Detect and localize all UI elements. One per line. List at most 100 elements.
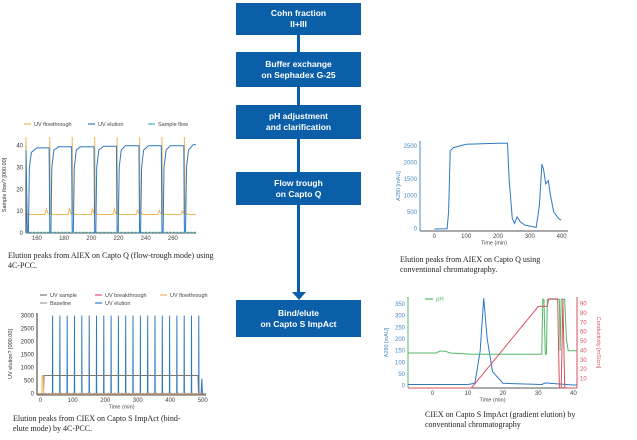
y-tick-label: 2000 [404,160,418,166]
legend-label: UV sample [50,293,77,299]
elution-peak [132,315,134,394]
x-tick-label: 500 [198,398,209,404]
y-tick-label: 0 [414,226,418,232]
legend-label: UV elution [98,122,123,128]
y-right-tick-label: 60 [580,330,587,336]
elution-peak [59,315,61,394]
y-tick-label: 1000 [21,366,35,372]
caption-conv-ciex: CIEX on Capto S ImpAct (gradient elution… [425,410,576,429]
elution-peak [183,315,186,394]
x-tick-label: 200 [100,398,111,404]
y-tick-label: 150 [395,349,406,355]
elution-peak [73,315,76,394]
flow-step-ph-adjustment: pH adjustment and clarification [236,105,361,139]
x-axis-label: Time (min) [108,405,134,411]
legend-label: UV flowthrough [170,293,208,299]
x-tick-label: 0 [433,234,437,240]
y-right-tick-label: 10 [580,377,587,383]
step-line1: Cohn fraction [270,8,327,18]
y-tick-label: 0 [31,392,35,398]
y-right-tick-label: 30 [580,358,587,364]
y-tick-label: 50 [398,372,405,378]
legend-label: Baseline [50,301,71,307]
step-line1: Flow trough [274,177,323,188]
x-axis-label: Time (min) [481,241,507,247]
y-right-tick-label: 20 [580,367,587,373]
x-axis-label: Time (min) [479,398,505,404]
elution-peak [190,315,193,394]
x-tick-label: 10 [465,391,472,397]
connector [297,205,300,293]
series-uv-flowthrough [37,375,206,395]
series-uv-sample [37,375,206,395]
series-uv-elution [200,378,203,394]
flow-step-flow-through: Flow trough on Capto Q [236,172,361,205]
series-uv-elution [25,144,196,234]
step-line2: on Sephadex G-25 [261,69,336,80]
elution-peak [95,315,98,394]
step-line1: Buffer exchange [265,58,332,69]
y-right-tick-label: 70 [580,320,587,326]
legend-label: pH [436,297,444,303]
elution-peak [124,315,127,394]
x-tick-label: 40 [570,391,577,397]
y-tick-label: 1000 [404,193,418,199]
y-tick-label: 350 [395,302,406,308]
x-tick-label: 0 [431,391,435,397]
x-tick-label: 100 [461,234,472,240]
y-right-tick-label: 90 [580,302,587,308]
x-tick-label: 100 [68,398,79,404]
caption-pcc-ciex: Elution peaks from CIEX on Capto S ImpAc… [13,414,181,433]
arrow-down-icon [292,292,306,300]
y-right-tick-label: 40 [580,348,587,354]
legend-label: UV breakthrough [105,293,147,299]
y-tick-label: 2000 [21,340,35,346]
connector [297,87,300,105]
elution-peak [146,315,149,394]
caption-pcc-aiex: Elution peaks from AIEX on Capto Q (flow… [8,251,214,270]
y-tick-label: 0 [20,231,24,237]
y-axis-label: A280 [mAU] [396,171,402,201]
elution-peak [154,315,156,394]
flow-step-bind-elute: Bind/elute on Capto S ImpAct [236,300,361,337]
x-tick-label: 220 [113,236,124,242]
x-tick-label: 300 [525,234,536,240]
y-tick-label: 2500 [404,144,418,150]
y-tick-label: 3000 [21,314,35,320]
step-line2: II+III [290,19,307,29]
x-tick-label: 160 [32,236,43,242]
x-tick-label: 0 [39,398,43,404]
elution-peak [102,315,105,394]
y-tick-label: 200 [395,337,406,343]
elution-peak [66,315,69,394]
y-tick-label: 20 [16,187,23,193]
y-axis-label: Sample flow? [000.00] [2,157,8,212]
y-right-axis-label: Conductivity [mS/cm] [595,317,601,369]
step-line2: on Capto S ImpAct [260,318,337,329]
elution-peak [117,315,120,394]
x-tick-label: 180 [59,236,70,242]
x-tick-label: 300 [133,398,144,404]
elution-peak [168,315,171,394]
connector [297,139,300,172]
series-a280 [434,142,562,230]
step-line1: pH adjustment [268,111,329,121]
x-tick-label: 30 [535,391,542,397]
y-tick-label: 500 [24,379,35,385]
elution-peak [161,315,164,394]
x-tick-label: 260 [168,236,179,242]
y-tick-label: 250 [395,325,406,331]
step-line2: on Capto Q [275,188,322,199]
y-tick-label: 0 [402,384,406,390]
flow-step-buffer-exchange: Buffer exchange on Sephadex G-25 [236,52,361,87]
flow-step-cohn-fraction: Cohn fraction II+III [236,3,361,35]
legend-label: Sample flow [158,122,188,128]
series-conductivity [408,298,577,389]
x-tick-label: 400 [557,234,568,240]
elution-peak [110,315,112,394]
elution-peak [81,315,83,394]
elution-peak [51,315,54,394]
x-tick-label: 20 [500,391,507,397]
